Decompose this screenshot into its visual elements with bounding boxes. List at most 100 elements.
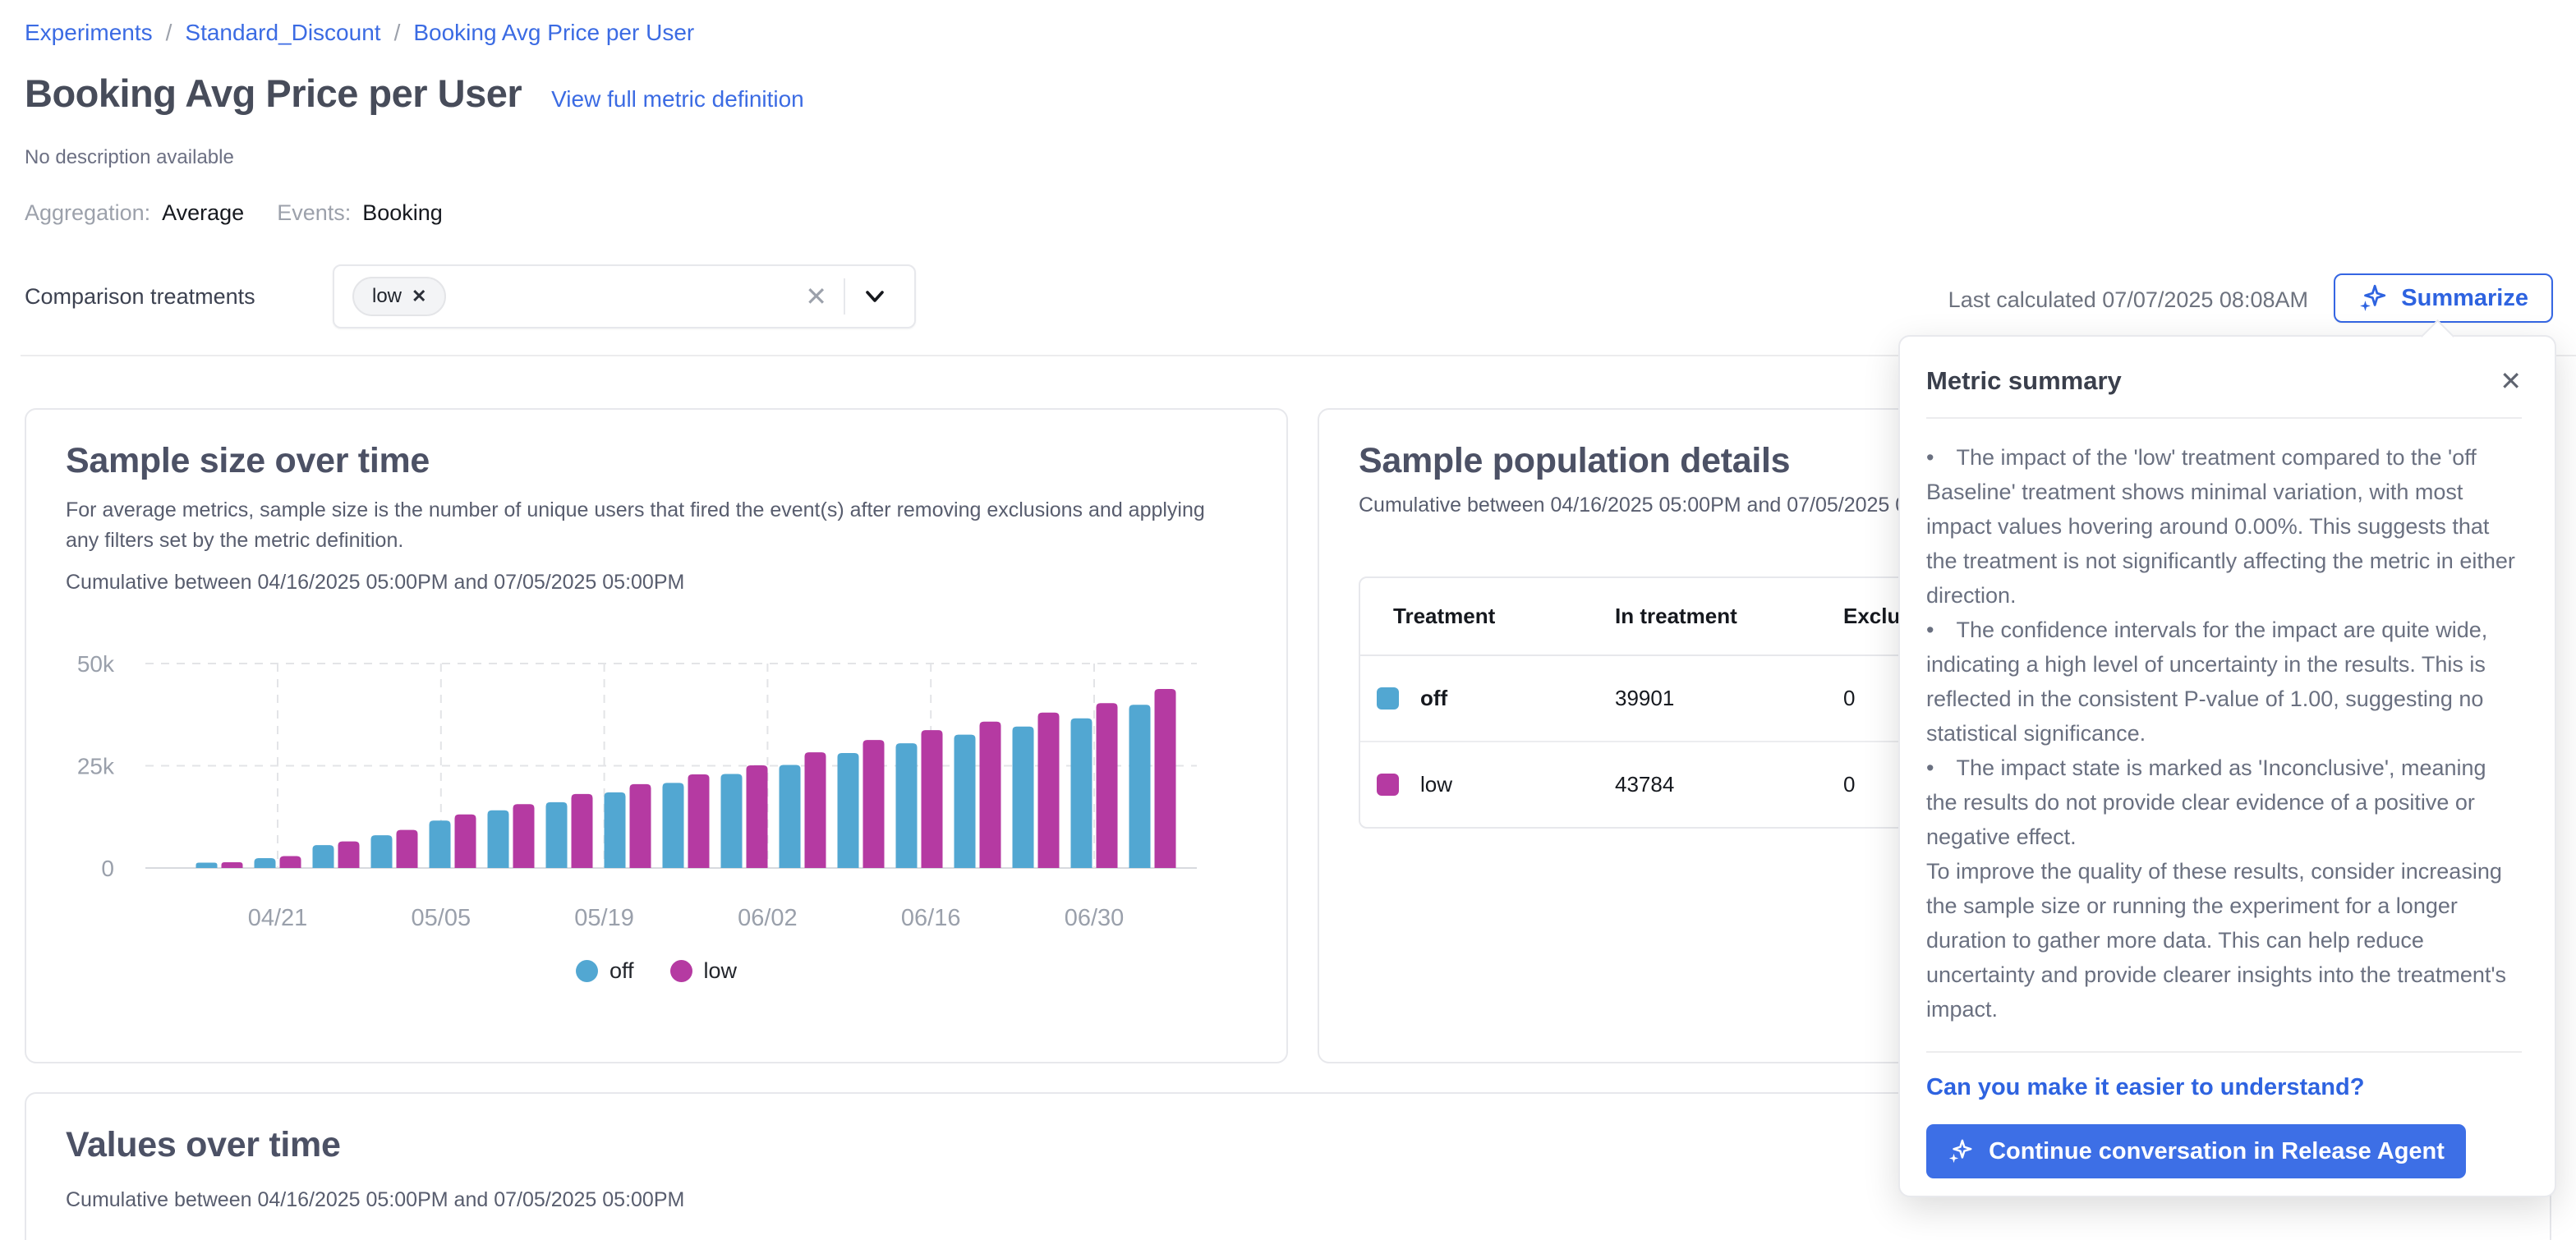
bar-off-05/16[interactable]	[545, 801, 568, 868]
sample-size-chart[interactable]: 0 25k 50k 04/21 05/05 05/19 06/02 06/16 06/30	[63, 638, 1254, 942]
sample-size-cumulative-range: Cumulative between 04/16/2025 05:00PM an…	[66, 571, 685, 594]
metric-summary-popover: Metric summary ✕ The impact of the 'low'…	[1898, 319, 2556, 1197]
excluded-count: 0	[1843, 686, 1856, 710]
popover-notch	[2420, 319, 2455, 354]
popover-divider	[1926, 417, 2522, 419]
last-calculated-timestamp: Last calculated 07/07/2025 08:08AM	[1948, 287, 2308, 312]
breadcrumb-experiment-name[interactable]: Standard_Discount	[185, 20, 381, 45]
metric-description: No description available	[25, 146, 234, 168]
breadcrumb-experiments[interactable]: Experiments	[25, 20, 153, 45]
bar-off-05/21[interactable]	[604, 792, 626, 868]
legend-dot	[669, 960, 692, 982]
bar-low-04/21[interactable]	[279, 856, 301, 868]
population-title: Sample population details	[1359, 441, 1791, 480]
chevron-down-icon[interactable]	[845, 283, 899, 310]
sample-size-title: Sample size over time	[66, 441, 430, 480]
svg-text:06/02: 06/02	[738, 905, 798, 931]
bar-off-06/30[interactable]	[1070, 718, 1092, 868]
continue-conversation-label: Continue conversation in Release Agent	[1989, 1137, 2445, 1164]
summarize-button[interactable]: Summarize	[2334, 273, 2553, 323]
comparison-treatments-label: Comparison treatments	[25, 284, 255, 309]
in-treatment-count: 43784	[1615, 772, 1675, 797]
page-title: Booking Avg Price per User	[25, 71, 522, 115]
summary-bullet: The impact state is marked as 'Inconclus…	[1926, 751, 2522, 854]
summarize-button-label: Summarize	[2401, 284, 2528, 311]
bar-off-06/20[interactable]	[954, 734, 976, 868]
close-icon[interactable]: ✕	[2500, 366, 2522, 396]
sample-size-card: Sample size over time For average metric…	[25, 408, 1288, 1063]
metric-summary-title: Metric summary	[1926, 366, 2122, 395]
bar-low-07/05[interactable]	[1154, 688, 1176, 868]
bar-off-05/26[interactable]	[662, 783, 684, 868]
bar-off-06/15[interactable]	[895, 743, 918, 868]
breadcrumb-separator: /	[393, 20, 401, 45]
bar-low-04/16[interactable]	[221, 862, 243, 868]
svg-text:50k: 50k	[77, 651, 115, 677]
events-label: Events:	[277, 200, 352, 225]
bar-low-05/16[interactable]	[571, 793, 593, 868]
summary-bullet: The confidence intervals for the impact …	[1926, 613, 2522, 751]
bar-low-06/25[interactable]	[1037, 712, 1060, 868]
bar-low-06/20[interactable]	[979, 721, 1001, 868]
bar-low-05/31[interactable]	[746, 765, 768, 868]
bar-off-06/05[interactable]	[779, 765, 801, 868]
svg-text:05/05: 05/05	[412, 905, 472, 931]
sparkles-icon	[2360, 284, 2386, 311]
in-treatment-count: 39901	[1615, 686, 1675, 710]
bar-off-05/06[interactable]	[429, 820, 451, 868]
svg-text:0: 0	[101, 856, 114, 881]
svg-text:25k: 25k	[77, 754, 115, 779]
treatment-name: low	[1420, 772, 1453, 797]
bar-off-04/16[interactable]	[196, 862, 218, 868]
excluded-count: 0	[1843, 772, 1856, 797]
bar-off-05/31[interactable]	[720, 774, 743, 868]
follow-up-question-link[interactable]: Can you make it easier to understand?	[1926, 1074, 2365, 1100]
values-title: Values over time	[66, 1125, 341, 1164]
breadcrumb-metric-name[interactable]: Booking Avg Price per User	[413, 20, 695, 45]
bar-off-06/25[interactable]	[1012, 726, 1034, 868]
bar-off-06/10[interactable]	[837, 753, 859, 868]
table-row: off 39901 0	[1360, 656, 2515, 741]
tag-remove-icon[interactable]: ✕	[412, 286, 427, 306]
col-treatment: Treatment	[1393, 604, 1496, 628]
breadcrumb: Experiments / Standard_Discount / Bookin…	[25, 20, 694, 46]
comparison-treatments-select[interactable]: low ✕ ✕	[333, 264, 916, 328]
selected-treatment-tag-label: low	[372, 285, 402, 307]
select-divider	[844, 278, 845, 315]
bar-low-05/01[interactable]	[396, 829, 418, 868]
selected-treatment-tag[interactable]: low ✕	[352, 277, 447, 316]
bar-low-05/06[interactable]	[454, 814, 476, 868]
svg-text:06/30: 06/30	[1065, 905, 1125, 931]
bar-low-06/05[interactable]	[804, 752, 826, 868]
legend-item-off[interactable]: off	[575, 958, 634, 984]
bar-low-05/11[interactable]	[513, 804, 535, 868]
aggregation-label: Aggregation:	[25, 200, 151, 225]
continue-conversation-button[interactable]: Continue conversation in Release Agent	[1926, 1124, 2466, 1178]
bar-low-06/15[interactable]	[921, 730, 943, 868]
treatment-name: off	[1420, 686, 1448, 710]
sparkles-icon	[1948, 1139, 1972, 1164]
legend-label: off	[609, 958, 634, 983]
bar-off-04/26[interactable]	[312, 845, 334, 868]
metric-summary-body: The impact of the 'low' treatment compar…	[1926, 440, 2522, 1026]
sample-size-description: For average metrics, sample size is the …	[66, 498, 1205, 552]
bar-low-05/21[interactable]	[629, 783, 651, 868]
breadcrumb-separator: /	[165, 20, 172, 45]
bar-off-07/05[interactable]	[1129, 705, 1151, 868]
bar-low-04/26[interactable]	[338, 841, 360, 868]
bar-low-06/30[interactable]	[1096, 703, 1118, 868]
section-divider	[21, 355, 2576, 356]
legend-item-low[interactable]: low	[669, 958, 737, 984]
events-value: Booking	[362, 200, 443, 225]
col-in-treatment: In treatment	[1615, 604, 1737, 628]
bar-low-06/10[interactable]	[862, 740, 885, 868]
summary-footnote: To improve the quality of these results,…	[1926, 859, 2507, 1022]
legend-dot	[575, 960, 598, 982]
bar-low-05/26[interactable]	[688, 774, 710, 868]
bar-off-04/21[interactable]	[254, 858, 276, 868]
bar-off-05/11[interactable]	[487, 810, 509, 868]
view-metric-definition-link[interactable]: View full metric definition	[551, 86, 804, 112]
bar-off-05/01[interactable]	[370, 835, 393, 868]
clear-selection-icon[interactable]: ✕	[805, 282, 827, 311]
